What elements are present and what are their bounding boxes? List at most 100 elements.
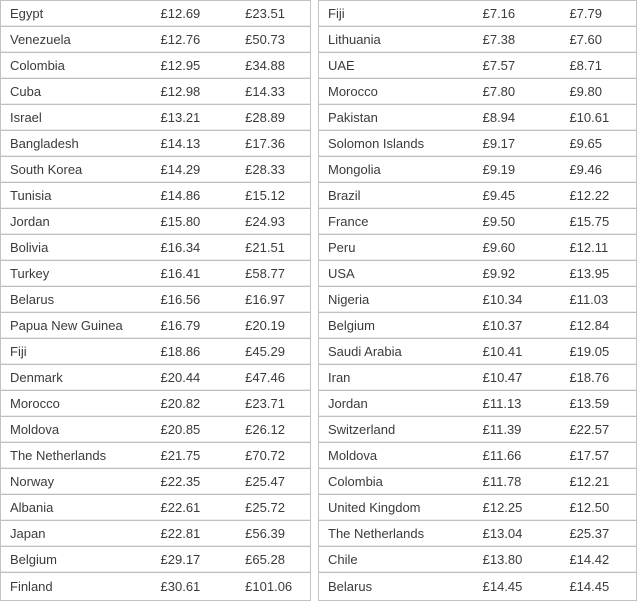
price-cell: £7.57 <box>482 58 516 73</box>
table-row: Belarus £16.56 £16.97 <box>1 287 310 313</box>
table-row: Bolivia £16.34 £21.51 <box>1 235 310 261</box>
country-cell: Mongolia <box>328 162 381 177</box>
table-row: France £9.50 £15.75 <box>319 209 636 235</box>
price-cell: £10.41 <box>482 344 523 359</box>
country-cell: Belgium <box>10 552 57 567</box>
price-table-left: Egypt £12.69 £23.51 Venezuela £12.76 £50.73 Co… <box>0 0 311 601</box>
price-cell: £9.17 <box>482 136 516 151</box>
price-cell: £65.28 <box>245 552 285 567</box>
price-cell: £15.12 <box>245 188 285 203</box>
price-cell: £13.80 <box>482 552 523 567</box>
country-cell: UAE <box>328 58 355 73</box>
country-cell: Bangladesh <box>10 136 79 151</box>
country-cell: Colombia <box>10 58 65 73</box>
price-cell: £10.37 <box>482 318 523 333</box>
price-cell: £10.61 <box>569 110 610 125</box>
price-cell: £19.05 <box>569 344 610 359</box>
price-cell: £7.60 <box>569 32 602 47</box>
table-row: Albania £22.61 £25.72 <box>1 495 310 521</box>
price-cell: £22.61 <box>160 500 201 515</box>
price-cell: £20.85 <box>160 422 201 437</box>
price-cell: £16.97 <box>245 292 285 307</box>
price-cell: £11.03 <box>569 292 609 307</box>
price-cell: £14.45 <box>569 578 610 594</box>
table-row: South Korea £14.29 £28.33 <box>1 157 310 183</box>
price-cell: £12.21 <box>569 474 610 489</box>
price-cell: £11.66 <box>482 448 522 463</box>
price-cell: £7.16 <box>482 6 516 21</box>
country-cell: Belarus <box>10 292 55 307</box>
country-cell: Japan <box>10 526 46 541</box>
table-row: Iran £10.47 £18.76 <box>319 365 636 391</box>
country-cell: Denmark <box>10 370 63 385</box>
price-cell: £8.71 <box>569 58 602 73</box>
country-cell: Jordan <box>328 396 368 411</box>
price-cell: £23.71 <box>245 396 285 411</box>
price-cell: £12.22 <box>569 188 610 203</box>
country-cell: United Kingdom <box>328 500 421 515</box>
price-cell: £101.06 <box>245 578 293 594</box>
price-cell: £14.86 <box>160 188 201 203</box>
price-cell: £12.98 <box>160 84 201 99</box>
price-cell: £11.78 <box>482 474 522 489</box>
price-cell: £12.95 <box>160 58 201 73</box>
table-row: Finland £30.61 £101.06 <box>1 573 310 599</box>
country-cell: Albania <box>10 500 54 515</box>
price-cell: £58.77 <box>245 266 285 281</box>
country-cell: Solomon Islands <box>328 136 425 151</box>
country-cell: Fiji <box>328 6 345 21</box>
country-cell: Morocco <box>328 84 378 99</box>
price-cell: £16.79 <box>160 318 201 333</box>
price-cell: £9.45 <box>482 188 516 203</box>
country-cell: Bolivia <box>10 240 49 255</box>
price-cell: £34.88 <box>245 58 285 73</box>
table-row: Morocco £20.82 £23.71 <box>1 391 310 417</box>
price-cell: £10.34 <box>482 292 523 307</box>
price-cell: £9.60 <box>482 240 516 255</box>
table-row: Venezuela £12.76 £50.73 <box>1 27 310 53</box>
price-cell: £12.11 <box>569 240 609 255</box>
country-cell: Moldova <box>328 448 378 463</box>
price-cell: £17.57 <box>569 448 610 463</box>
table-row: Egypt £12.69 £23.51 <box>1 1 310 27</box>
country-cell: Cuba <box>10 84 42 99</box>
price-cell: £45.29 <box>245 344 285 359</box>
price-cell: £25.72 <box>245 500 285 515</box>
price-cell: £9.19 <box>482 162 516 177</box>
country-cell: Finland <box>10 578 53 594</box>
country-cell: Iran <box>328 370 351 385</box>
price-cell: £21.51 <box>245 240 285 255</box>
country-cell: Belarus <box>328 578 373 594</box>
table-row: The Netherlands £21.75 £70.72 <box>1 443 310 469</box>
price-cell: £9.65 <box>569 136 602 151</box>
table-row: Peru £9.60 £12.11 <box>319 235 636 261</box>
price-cell: £13.04 <box>482 526 523 541</box>
country-cell: Egypt <box>10 6 44 21</box>
price-cell: £9.80 <box>569 84 602 99</box>
table-row: Jordan £15.80 £24.93 <box>1 209 310 235</box>
price-cell: £14.33 <box>245 84 285 99</box>
table-row: Mongolia £9.19 £9.46 <box>319 157 636 183</box>
country-cell: The Netherlands <box>10 448 107 463</box>
table-row: Japan £22.81 £56.39 <box>1 521 310 547</box>
country-cell: Peru <box>328 240 356 255</box>
price-cell: £10.47 <box>482 370 523 385</box>
price-cell: £18.86 <box>160 344 201 359</box>
table-row: Switzerland £11.39 £22.57 <box>319 417 636 443</box>
country-cell: Turkey <box>10 266 50 281</box>
price-cell: £12.76 <box>160 32 201 47</box>
table-row: Cuba £12.98 £14.33 <box>1 79 310 105</box>
price-cell: £20.82 <box>160 396 201 411</box>
price-cell: £14.42 <box>569 552 610 567</box>
price-cell: £29.17 <box>160 552 201 567</box>
price-cell: £15.75 <box>569 214 610 229</box>
country-cell: The Netherlands <box>328 526 425 541</box>
price-cell: £12.69 <box>160 6 201 21</box>
price-cell: £25.47 <box>245 474 285 489</box>
price-cell: £21.75 <box>160 448 201 463</box>
price-cell: £17.36 <box>245 136 285 151</box>
price-cell: £12.84 <box>569 318 610 333</box>
table-row: USA £9.92 £13.95 <box>319 261 636 287</box>
price-cell: £22.35 <box>160 474 201 489</box>
